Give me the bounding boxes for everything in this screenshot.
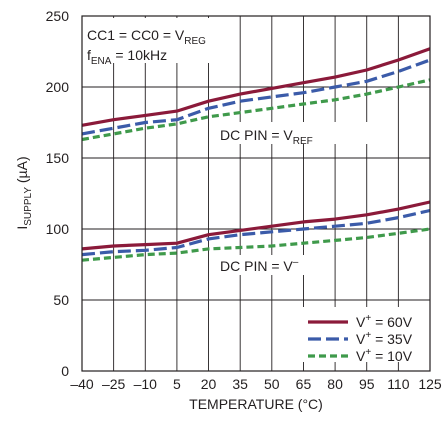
series-line <box>81 200 431 251</box>
x-tick-label: 80 <box>327 376 343 392</box>
data-lines <box>81 47 431 262</box>
y-tick-label: 100 <box>46 221 70 237</box>
y-tick-labels: 0 50 100 150 200 250 <box>46 8 70 379</box>
x-tick-label: 20 <box>201 376 217 392</box>
legend-box <box>300 307 426 362</box>
group-lower-label-bg <box>217 255 321 275</box>
series-line <box>81 78 431 142</box>
series-line <box>81 227 431 262</box>
group-upper-label-bg <box>217 122 369 144</box>
x-tick-label: –25 <box>102 376 126 392</box>
y-axis-label: ISUPPLY (µA) <box>14 156 34 229</box>
y-tick-label: 0 <box>61 363 69 379</box>
condition-label-1: CC1 = CC0 = VREG <box>87 27 206 47</box>
x-tick-labels: –40 –25 –10 5 20 35 50 65 80 95 110 125 <box>70 376 442 392</box>
series-line <box>81 47 431 127</box>
x-axis-label: TEMPERATURE (°C) <box>189 396 323 412</box>
x-tick-label: 50 <box>264 376 280 392</box>
condition-label-bg <box>84 18 234 63</box>
legend-label: V+ = 60V <box>356 313 413 330</box>
group-label-lower: DC PIN = V– <box>220 257 299 274</box>
plot-frame <box>81 15 431 372</box>
series-line <box>81 208 431 257</box>
series-line <box>81 58 431 136</box>
x-tick-label: 35 <box>232 376 248 392</box>
x-tick-label: 5 <box>173 376 181 392</box>
legend-label: V+ = 35V <box>356 330 413 347</box>
x-tick-label: –10 <box>134 376 158 392</box>
x-tick-label: 125 <box>418 376 442 392</box>
y-tick-label: 150 <box>46 150 70 166</box>
y-tick-label: 250 <box>46 8 70 24</box>
group-label-upper: DC PIN = VREF <box>220 127 313 147</box>
x-tick-label: 110 <box>387 376 410 392</box>
condition-label-2: fENA = 10kHz <box>87 47 167 67</box>
x-tick-label: 95 <box>359 376 375 392</box>
x-tick-label: –40 <box>70 376 94 392</box>
x-tick-label: 65 <box>296 376 312 392</box>
legend-label: V+ = 10V <box>356 347 413 364</box>
y-tick-label: 200 <box>46 79 70 95</box>
y-tick-label: 50 <box>53 292 69 308</box>
